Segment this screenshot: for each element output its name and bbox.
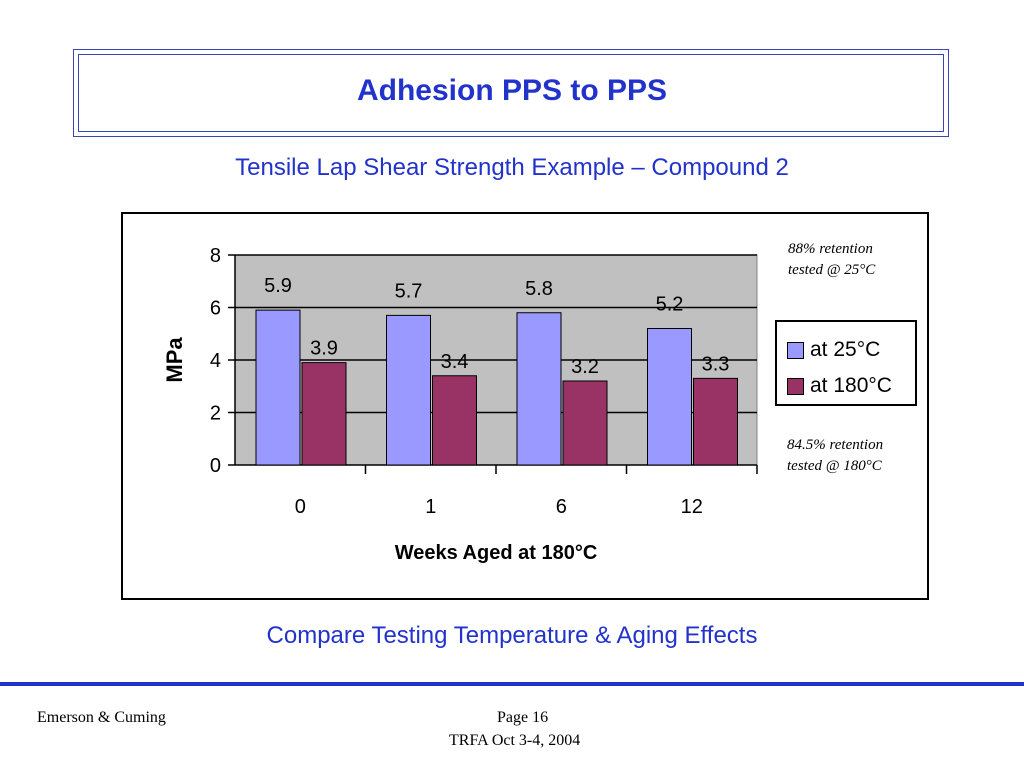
data-label: 5.8 (525, 278, 553, 300)
retention-note-180c: 84.5% retention tested @ 180°C (787, 435, 883, 477)
footer-event: TRFA Oct 3-4, 2004 (449, 732, 581, 749)
footer-divider (0, 682, 1024, 686)
x-tick-label: 6 (556, 496, 567, 518)
legend-label-25c: at 25°C (810, 338, 881, 361)
data-label: 3.4 (441, 351, 469, 373)
y-tick-label: 2 (210, 403, 221, 425)
x-tick-label: 0 (295, 496, 306, 518)
y-tick-label: 0 (210, 455, 221, 477)
y-tick-label: 6 (210, 298, 221, 320)
x-tick-label: 1 (425, 496, 436, 518)
footer-page-number: Page 16 (497, 709, 549, 726)
legend-item-25c: at 25°C (787, 336, 880, 364)
legend-swatch-25c (787, 341, 804, 359)
legend-swatch-180c (787, 377, 804, 395)
retention-note-25c-line1: 88% retention (788, 241, 873, 257)
y-tick-label: 8 (210, 245, 221, 267)
retention-note-180c-line1: 84.5% retention (787, 437, 884, 453)
y-axis-title: MPa (162, 337, 187, 383)
legend-label-180c: at 180°C (810, 374, 892, 397)
legend-item-180c: at 180°C (787, 372, 892, 400)
chart-caption: Compare Testing Temperature & Aging Effe… (266, 622, 758, 649)
data-label: 5.7 (395, 280, 423, 302)
page-title: Adhesion PPS to PPS (356, 74, 668, 107)
footer-company: Emerson & Cuming (37, 709, 166, 726)
y-tick-label: 4 (210, 350, 221, 372)
chart-frame (121, 212, 929, 600)
x-tick-label: 12 (681, 496, 703, 518)
retention-note-25c: 88% retention tested @ 25°C (788, 239, 875, 281)
bar-25c (255, 309, 301, 466)
retention-note-180c-line2: tested @ 180°C (787, 458, 882, 474)
data-label: 5.9 (264, 275, 292, 297)
bar-180c (301, 362, 347, 466)
data-label: 5.2 (656, 294, 684, 316)
bar-180c (432, 375, 477, 466)
x-axis-title: Weeks Aged at 180°C (395, 542, 598, 564)
bar-180c (693, 377, 738, 466)
bar-180c (562, 380, 608, 466)
bar-25c (647, 328, 692, 466)
data-label: 3.3 (702, 353, 730, 375)
bar-25c (386, 314, 431, 466)
data-label: 3.2 (571, 356, 599, 378)
chart-legend: at 25°C at 180°C (775, 320, 917, 406)
bar-25c (516, 312, 562, 466)
page-subtitle: Tensile Lap Shear Strength Example – Com… (235, 154, 789, 181)
title-frame (73, 49, 949, 137)
data-label: 3.9 (310, 338, 338, 360)
retention-note-25c-line2: tested @ 25°C (788, 262, 876, 278)
